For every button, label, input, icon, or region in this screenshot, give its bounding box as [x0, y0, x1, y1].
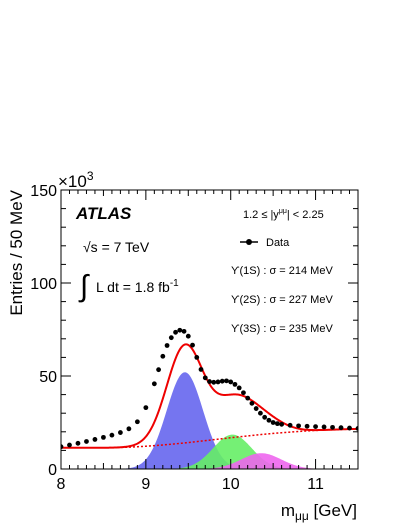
data-point	[164, 343, 170, 348]
data-point	[262, 414, 268, 420]
data-point	[215, 379, 221, 385]
data-point	[168, 335, 174, 341]
plot-area	[61, 327, 358, 469]
x-axis-label-sub: μμ	[295, 509, 309, 523]
plot-frame	[60, 189, 359, 470]
data-point	[236, 385, 242, 391]
data-point	[177, 327, 183, 333]
data-point	[258, 410, 263, 416]
x-tick-label: 9	[141, 476, 150, 493]
data-point	[245, 395, 251, 401]
data-point	[181, 328, 187, 334]
data-point	[143, 405, 149, 411]
data-point	[279, 421, 285, 427]
data-point	[75, 440, 81, 446]
data-point	[355, 426, 358, 431]
peak-2-fill	[155, 434, 310, 469]
luminosity-label: L dt = 1.8 fb-1	[96, 278, 179, 295]
total-fit-curve	[61, 343, 358, 449]
data-point	[109, 432, 115, 438]
data-point	[207, 379, 212, 384]
data-point	[253, 406, 259, 411]
data-point	[211, 379, 217, 385]
data-point	[330, 424, 335, 430]
x-axis-label: mμμ [GeV]	[281, 501, 357, 523]
data-point	[134, 419, 140, 425]
data-point	[198, 367, 204, 372]
data-point	[101, 434, 106, 440]
data-point	[61, 444, 64, 450]
data-point	[173, 329, 178, 335]
data-point	[241, 390, 246, 396]
peak-1-fill	[112, 372, 258, 469]
y-tick-label: 150	[30, 183, 57, 200]
energy-label: √s = 7 TeV	[83, 239, 150, 255]
data-point	[67, 442, 72, 448]
legend-upsilon-2s: ϒ(2S) : σ = 227 MeV	[231, 294, 333, 306]
data-point	[160, 353, 166, 359]
luminosity-prefix: L dt = 1.8 fb	[96, 279, 170, 295]
data-point	[156, 367, 161, 373]
data-point	[118, 430, 123, 435]
data-point	[219, 378, 225, 384]
data-point	[338, 425, 344, 431]
rapidity-prefix: 1.2 ≤ |y	[243, 209, 279, 221]
axis-ticks	[60, 189, 359, 470]
data-point	[92, 437, 98, 442]
data-point	[249, 400, 255, 406]
data-point	[202, 375, 208, 381]
peak-3-fill	[181, 453, 342, 469]
experiment-label: ATLAS	[75, 204, 132, 223]
data-point	[304, 423, 310, 429]
legend-upsilon-1s: ϒ(1S) : σ = 214 MeV	[231, 265, 333, 277]
x-tick-label: 8	[57, 476, 66, 493]
legend-upsilon-3s: ϒ(3S) : σ = 235 MeV	[231, 323, 333, 335]
data-point	[287, 422, 293, 428]
data-point	[151, 381, 157, 387]
y-tick-label: 50	[39, 369, 57, 386]
data-point	[194, 355, 200, 360]
x-tick-label: 11	[307, 476, 324, 493]
legend-data-marker	[246, 239, 252, 245]
data-point	[313, 424, 318, 429]
x-axis-label-main: m	[281, 501, 295, 520]
data-point	[228, 379, 234, 385]
data-point	[190, 342, 195, 348]
rapidity-label: 1.2 ≤ |yμμ| < 2.25	[243, 208, 324, 221]
data-point	[266, 417, 272, 423]
data-point	[185, 333, 191, 339]
rapidity-suffix: | < 2.25	[287, 209, 324, 221]
rapidity-superscript: μμ	[279, 208, 287, 215]
legend: Data ϒ(1S) : σ = 214 MeV ϒ(2S) : σ = 227…	[231, 237, 333, 335]
y-axis-label: Entries / 50 MeV	[7, 189, 26, 315]
y-multiplier-base: ×10	[58, 172, 87, 191]
data-point	[270, 420, 276, 425]
x-tick-label: 10	[222, 476, 240, 493]
data-point	[274, 421, 280, 427]
y-tick-label: 100	[30, 276, 57, 293]
data-point	[321, 424, 327, 430]
data-point	[232, 381, 238, 387]
data-point	[126, 426, 132, 432]
x-axis-label-unit: [GeV]	[309, 501, 357, 520]
y-tick-label: 0	[48, 462, 57, 479]
luminosity-exponent: -1	[170, 278, 179, 289]
data-point	[84, 439, 89, 444]
data-point	[296, 423, 301, 429]
legend-data-label: Data	[266, 237, 290, 249]
data-point	[347, 425, 352, 431]
integral-sign: ∫	[78, 270, 90, 303]
y-multiplier: ×103	[58, 169, 94, 191]
y-multiplier-exponent: 3	[87, 169, 94, 183]
data-point	[224, 378, 229, 384]
